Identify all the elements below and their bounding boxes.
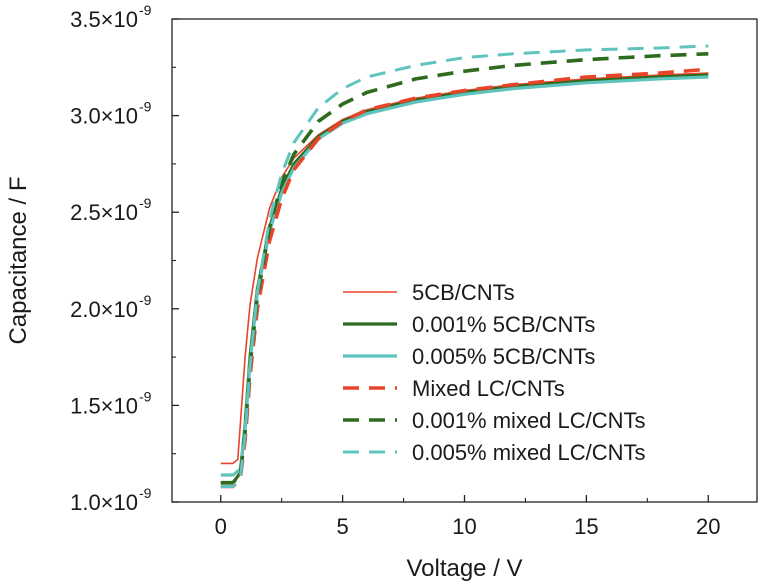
legend-label: 0.005% 5CB/CNTs: [412, 344, 595, 369]
series-lines: [220, 44, 709, 489]
y-tick-exponent: -9: [139, 99, 152, 115]
x-tick-label: 0: [215, 514, 227, 539]
y-tick-label: 2.5×10: [70, 200, 138, 225]
y-tick-exponent: -9: [139, 2, 152, 18]
series-line-6: [220, 44, 709, 488]
y-tick-exponent: -9: [139, 485, 152, 501]
x-tick-label: 5: [337, 514, 349, 539]
x-tick-label: 10: [452, 514, 476, 539]
x-tick-label: 15: [574, 514, 598, 539]
y-tick-label: 3.5×10: [70, 7, 138, 32]
y-tick-label: 1.5×10: [70, 393, 138, 418]
y-tick-exponent: -9: [139, 292, 152, 308]
legend-label: 5CB/CNTs: [412, 280, 515, 305]
y-tick-exponent: -9: [139, 388, 152, 404]
y-axis-title: Capacitance / F: [5, 176, 32, 344]
y-axis: 1.0×10 -91.5×10 -92.0×10 -92.5×10 -93.0×10 -9…: [70, 2, 179, 515]
legend: 5CB/CNTs 0.001% 5CB/CNTs 0.005% 5CB/CNTs Mi…: [343, 280, 646, 465]
y-tick-label: 1.0×10: [70, 490, 138, 515]
x-axis-title: Voltage / V: [406, 555, 522, 582]
series-line-1: [220, 72, 709, 465]
legend-label: 0.001% mixed LC/CNTs: [412, 408, 646, 433]
legend-label: Mixed LC/CNTs: [412, 376, 565, 401]
x-axis: 0 5 10 15 20: [215, 495, 720, 539]
legend-label: 0.005% mixed LC/CNTs: [412, 440, 646, 465]
x-tick-label: 20: [696, 514, 720, 539]
y-tick-label: 3.0×10: [70, 104, 138, 129]
y-tick-label: 2.0×10: [70, 297, 138, 322]
y-tick-exponent: -9: [139, 195, 152, 211]
legend-label: 0.001% 5CB/CNTs: [412, 312, 595, 337]
